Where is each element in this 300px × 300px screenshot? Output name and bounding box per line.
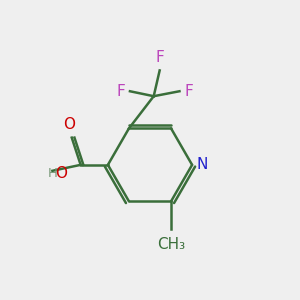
Text: O: O — [63, 117, 75, 132]
Text: F: F — [155, 50, 164, 65]
Text: CH₃: CH₃ — [157, 237, 185, 252]
Text: O: O — [55, 166, 67, 181]
Text: F: F — [184, 84, 193, 99]
Text: F: F — [116, 84, 125, 99]
Text: H: H — [47, 167, 57, 180]
Text: N: N — [196, 158, 207, 172]
